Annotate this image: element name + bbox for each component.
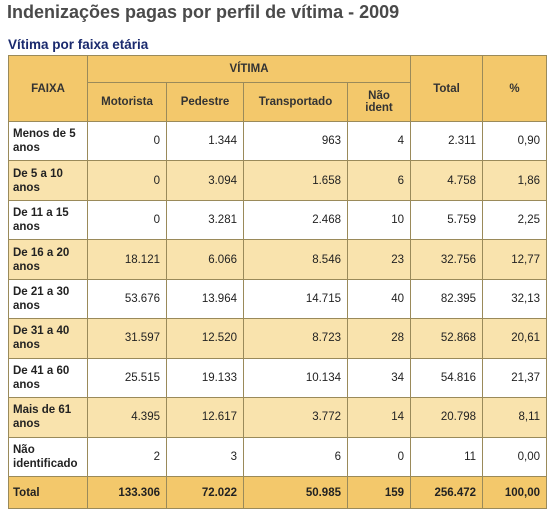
cell-pedestre: 1.344 [166,120,244,162]
cell-pedestre: 6.066 [166,239,244,280]
total-pedestre: 72.022 [166,476,244,509]
header-pct: % [482,55,548,122]
table-row: Mais de 61 anos 4.395 12.617 3.772 14 20.798 8… [8,397,548,438]
table-subtitle: Vítima por faixa etária [8,37,149,52]
cell-pct: 21,37 [482,357,548,399]
header-vitima-group: VÍTIMA [86,55,412,83]
cell-total: 54.816 [410,357,484,399]
cell-motorista: 18.121 [87,239,167,280]
total-nao-ident: 159 [346,476,412,509]
cell-pedestre: 12.617 [166,397,244,438]
cell-nao-ident: 28 [346,318,412,359]
table-row: De 11 a 15 anos 0 3.281 2.468 10 5.759 2,25 [8,199,548,241]
cell-pct: 12,77 [482,239,548,280]
cell-faixa: De 21 a 30 anos [8,278,88,320]
cell-total: 2.311 [410,120,484,162]
cell-motorista: 2 [87,436,167,477]
total-total: 256.472 [410,476,484,509]
header-motorista: Motorista [87,82,167,122]
cell-pedestre: 19.133 [166,357,244,399]
cell-total: 32.756 [410,239,484,280]
cell-nao-ident: 34 [346,357,412,399]
cell-motorista: 53.676 [87,278,167,320]
cell-faixa: Não identificado [8,436,88,477]
cell-pct: 2,25 [482,199,548,241]
cell-total: 4.758 [410,160,484,201]
cell-transportado: 963 [243,120,348,162]
data-table: FAIXA VÍTIMA Total % Motorista Pedestre … [8,55,548,509]
cell-transportado: 14.715 [243,278,348,320]
cell-pct: 0,90 [482,120,548,162]
header-faixa: FAIXA [8,55,88,122]
cell-pedestre: 3 [166,436,244,477]
page-title: Indenizações pagas por perfil de vítima … [7,2,400,22]
table-row: Não identificado 2 3 6 0 11 0,00 [8,436,548,477]
cell-pedestre: 12.520 [166,318,244,359]
cell-faixa: De 16 a 20 anos [8,239,88,280]
cell-pedestre: 13.964 [166,278,244,320]
cell-nao-ident: 6 [346,160,412,201]
cell-pct: 20,61 [482,318,548,359]
header-transportado: Transportado [243,82,348,122]
total-transportado: 50.985 [243,476,348,509]
cell-transportado: 10.134 [243,357,348,399]
cell-pct: 0,00 [482,436,548,477]
total-label: Total [8,476,88,509]
cell-transportado: 8.723 [243,318,348,359]
cell-total: 82.395 [410,278,484,320]
cell-nao-ident: 40 [346,278,412,320]
cell-nao-ident: 10 [346,199,412,241]
cell-faixa: Menos de 5 anos [8,120,88,162]
cell-faixa: De 11 a 15 anos [8,199,88,241]
cell-faixa: De 41 a 60 anos [8,357,88,399]
header-pedestre: Pedestre [166,82,244,122]
total-row: Total 133.306 72.022 50.985 159 256.472 … [8,476,548,509]
cell-transportado: 3.772 [243,397,348,438]
cell-faixa: De 31 a 40 anos [8,318,88,359]
cell-motorista: 0 [87,199,167,241]
table-row: Menos de 5 anos 0 1.344 963 4 2.311 0,90 [8,120,548,162]
table-row: De 21 a 30 anos 53.676 13.964 14.715 40 82.39… [8,278,548,320]
cell-nao-ident: 23 [346,239,412,280]
cell-transportado: 6 [243,436,348,477]
total-pct: 100,00 [482,476,548,509]
cell-nao-ident: 14 [346,397,412,438]
cell-faixa: De 5 a 10 anos [8,160,88,201]
cell-transportado: 2.468 [243,199,348,241]
cell-motorista: 25.515 [87,357,167,399]
cell-pedestre: 3.094 [166,160,244,201]
cell-nao-ident: 0 [346,436,412,477]
cell-pct: 1,86 [482,160,548,201]
cell-pct: 8,11 [482,397,548,438]
table-row: De 16 a 20 anos 18.121 6.066 8.546 23 32.756 1… [8,239,548,280]
cell-motorista: 0 [87,120,167,162]
cell-pct: 32,13 [482,278,548,320]
cell-transportado: 8.546 [243,239,348,280]
cell-total: 52.868 [410,318,484,359]
header-nao-ident: Não ident [346,82,412,122]
header-total: Total [410,55,484,122]
cell-motorista: 0 [87,160,167,201]
table-row: De 31 a 40 anos 31.597 12.520 8.723 28 52.868… [8,318,548,359]
cell-motorista: 4.395 [87,397,167,438]
table-row: De 41 a 60 anos 25.515 19.133 10.134 34 54.81… [8,357,548,399]
cell-pedestre: 3.281 [166,199,244,241]
cell-total: 5.759 [410,199,484,241]
table-row: De 5 a 10 anos 0 3.094 1.658 6 4.758 1,86 [8,160,548,201]
cell-nao-ident: 4 [346,120,412,162]
cell-total: 20.798 [410,397,484,438]
cell-motorista: 31.597 [87,318,167,359]
cell-transportado: 1.658 [243,160,348,201]
cell-faixa: Mais de 61 anos [8,397,88,438]
total-motorista: 133.306 [87,476,167,509]
cell-total: 11 [410,436,484,477]
